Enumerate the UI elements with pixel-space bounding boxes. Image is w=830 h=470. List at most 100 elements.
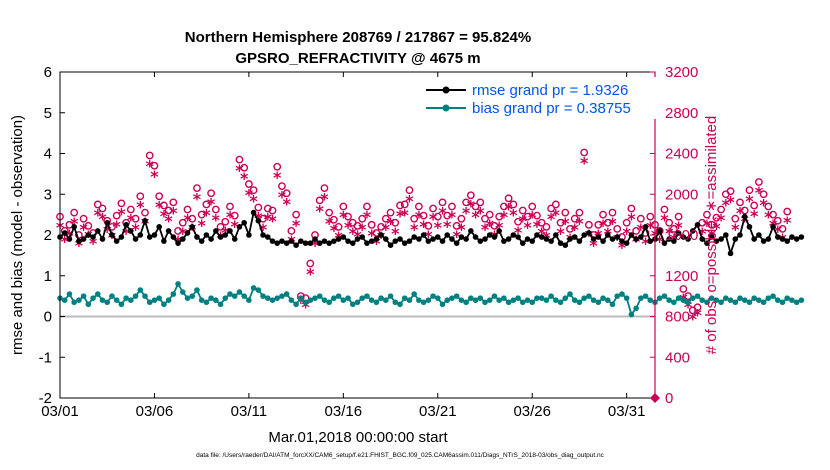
plot-area: ********** ******************* ***********…: [56, 148, 805, 329]
possible-obs-marker: [112, 211, 121, 220]
assimilated-obs-marker: *: [575, 214, 584, 233]
rmse-point: [213, 228, 219, 234]
bias-point: [581, 295, 587, 301]
rmse-point: [704, 240, 710, 246]
rmse-point: [321, 238, 328, 244]
possible-obs-marker: [537, 218, 546, 227]
assimilated-obs-marker: *: [226, 208, 235, 227]
bias-point: [288, 297, 295, 304]
assimilated-obs-marker: *: [599, 216, 608, 235]
rmse-point: [179, 236, 186, 242]
possible-obs-marker: [703, 210, 711, 219]
bias-point: [765, 295, 772, 301]
possible-obs-marker: [731, 214, 740, 223]
bias-point: [638, 295, 644, 301]
possible-obs-marker: [485, 210, 494, 219]
assimilated-obs-marker: *: [382, 220, 391, 239]
possible-obs-marker: [396, 201, 404, 210]
rmse-point: [614, 234, 621, 240]
possible-obs-marker: [429, 204, 437, 213]
rmse-point: [760, 238, 767, 244]
possible-obs-marker: [419, 211, 428, 220]
possible-obs-marker: [495, 212, 504, 221]
assimilated-obs-marker: *: [736, 204, 745, 223]
assimilated-obs-marker: *: [722, 195, 731, 214]
rmse-point: [671, 238, 677, 244]
rmse-point: [128, 228, 134, 234]
rmse-point: [699, 236, 706, 242]
rmse-point: [718, 236, 724, 242]
assimilated-obs-marker: *: [731, 220, 740, 239]
assimilated-obs-marker: *: [764, 208, 773, 227]
assimilated-obs-marker: *: [693, 305, 702, 324]
assimilated-obs-marker: *: [552, 206, 561, 225]
rmse-point: [538, 234, 545, 240]
rmse-point: [727, 250, 734, 257]
bias-point: [430, 293, 436, 299]
possible-obs-marker: [145, 151, 154, 160]
bias-point: [156, 295, 162, 301]
x-tick-label: 03/11: [231, 403, 267, 420]
rmse-point: [340, 234, 347, 240]
bias-point: [699, 297, 706, 304]
rmse-point: [359, 234, 366, 240]
possible-obs-marker: [263, 204, 272, 213]
assimilated-obs-marker: *: [755, 183, 764, 202]
assimilated-obs-marker: *: [443, 217, 452, 236]
bias-point: [567, 291, 573, 297]
assimilated-obs-marker: *: [61, 232, 70, 251]
bias-point: [751, 295, 757, 301]
rmse-point: [189, 224, 196, 230]
rmse-point: [685, 236, 691, 242]
possible-obs-marker: [580, 148, 589, 157]
bias-point: [425, 297, 432, 304]
possible-obs-marker: [159, 201, 168, 210]
bias-point: [283, 291, 290, 297]
assimilated-obs-marker: *: [231, 217, 240, 236]
rmse-point: [383, 236, 389, 242]
possible-obs-marker: [764, 202, 773, 211]
bias-point: [411, 291, 417, 297]
axes: -2 -1 0 1 2 3 4 5 6 0 400 800 1200 1600 2000 2400 2800 32…: [39, 64, 699, 420]
rmse-point: [694, 222, 701, 228]
rmse-point: [453, 240, 460, 246]
rmse-point: [496, 228, 502, 234]
y-right-tick-label: 400: [665, 349, 690, 366]
possible-obs-marker: [551, 200, 560, 209]
assimilated-obs-marker: *: [401, 206, 410, 225]
bias-point: [713, 297, 720, 304]
assimilated-obs-marker: *: [320, 189, 329, 208]
rmse-point: [793, 236, 800, 242]
possible-obs-marker: [79, 214, 88, 223]
bias-point: [576, 299, 583, 306]
possible-obs-marker: [773, 216, 782, 225]
possible-obs-marker: [84, 221, 93, 230]
possible-obs-marker: [169, 198, 178, 207]
possible-obs-marker: [674, 212, 683, 221]
possible-obs-marker: [448, 202, 456, 211]
assimilated-obs-marker: *: [703, 216, 712, 235]
rmse-point: [250, 209, 257, 216]
bias-point: [61, 297, 68, 304]
possible-obs-marker: [457, 214, 466, 223]
bias-point: [246, 297, 252, 304]
assimilated-obs-marker: *: [689, 310, 698, 329]
assimilated-obs-marker: *: [179, 224, 188, 243]
rmse-point: [571, 234, 578, 240]
bias-point: [189, 293, 196, 299]
possible-obs-marker: [197, 210, 206, 219]
assimilated-obs-marker: *: [131, 220, 140, 239]
assimilated-obs-marker: *: [207, 194, 216, 213]
rmse-point: [567, 236, 573, 242]
assimilated-obs-marker: *: [641, 234, 650, 253]
legend-bias-label: bias grand pr = 0.38755: [472, 100, 631, 117]
bias-point: [689, 295, 696, 301]
rmse-point: [501, 238, 507, 244]
bias-point: [586, 293, 592, 299]
rmse-point: [123, 222, 129, 228]
rmse-point: [104, 219, 111, 226]
bias-point: [137, 287, 144, 293]
assimilated-obs-marker: *: [98, 210, 107, 229]
possible-obs-marker: [632, 227, 641, 235]
possible-obs-marker: [126, 205, 135, 214]
